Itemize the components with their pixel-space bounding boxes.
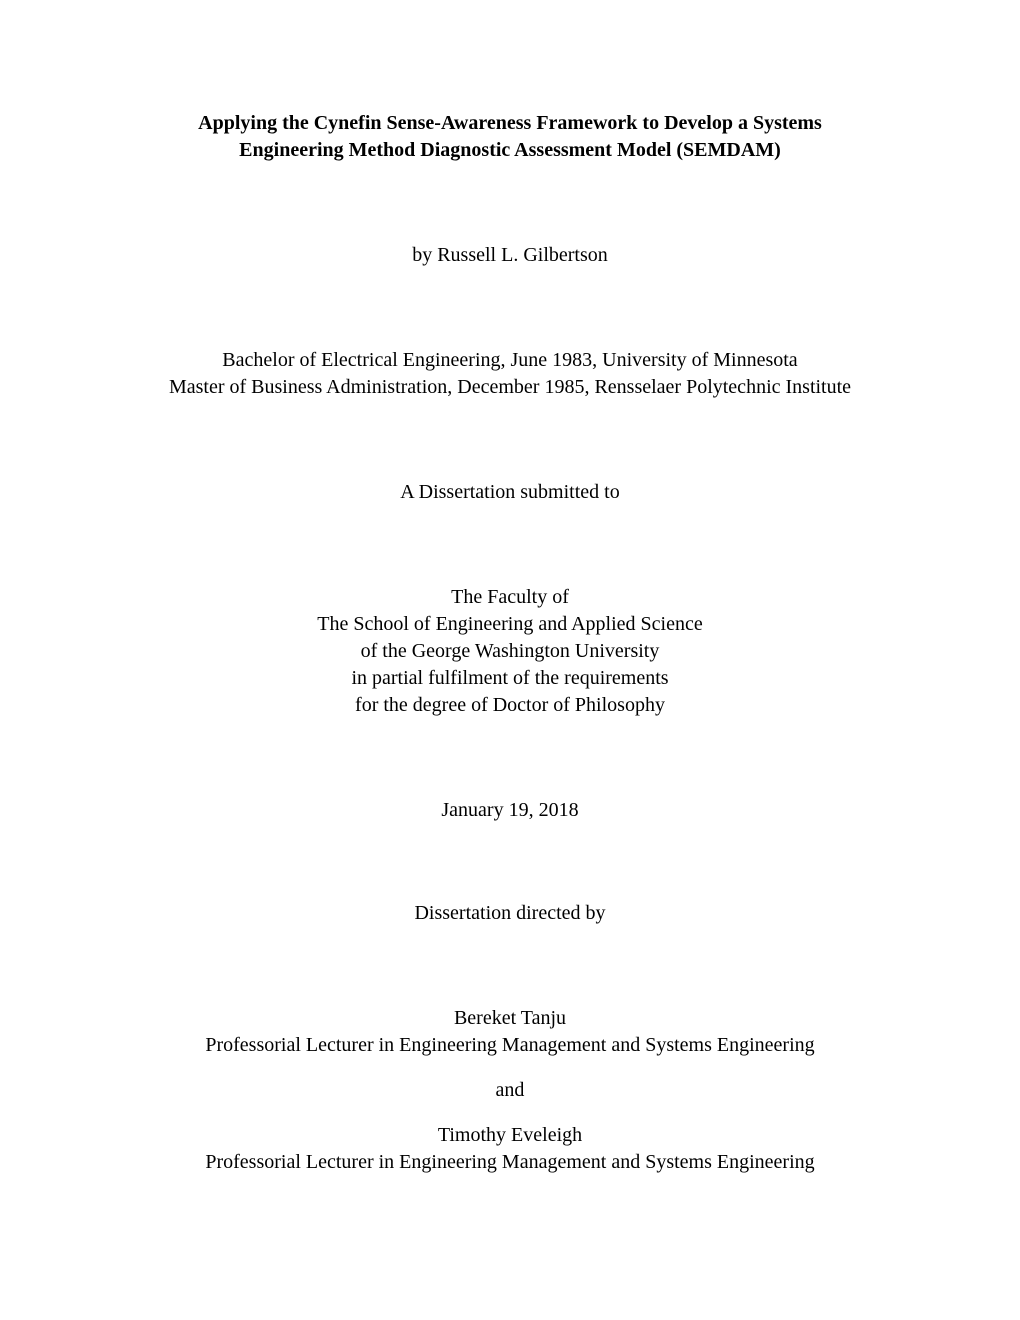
dissertation-title: Applying the Cynefin Sense-Awareness Fra… — [130, 110, 890, 164]
committee: Bereket Tanju Professorial Lecturer in E… — [130, 1005, 890, 1176]
degree-line-2: Master of Business Administration, Decem… — [130, 374, 890, 401]
title-line-1: Applying the Cynefin Sense-Awareness Fra… — [130, 110, 890, 137]
prior-degrees: Bachelor of Electrical Engineering, June… — [130, 347, 890, 401]
directed-by-label: Dissertation directed by — [130, 902, 890, 925]
committee-member-1-title: Professorial Lecturer in Engineering Man… — [130, 1032, 890, 1059]
committee-member-1: Bereket Tanju Professorial Lecturer in E… — [130, 1005, 890, 1059]
submitted-to: A Dissertation submitted to — [130, 481, 890, 504]
committee-member-2-name: Timothy Eveleigh — [130, 1122, 890, 1149]
faculty-line-4: in partial fulfilment of the requirement… — [130, 665, 890, 692]
committee-member-2-title: Professorial Lecturer in Engineering Man… — [130, 1149, 890, 1176]
degree-line-1: Bachelor of Electrical Engineering, June… — [130, 347, 890, 374]
faculty-line-3: of the George Washington University — [130, 638, 890, 665]
faculty-line-5: for the degree of Doctor of Philosophy — [130, 692, 890, 719]
author-byline: by Russell L. Gilbertson — [130, 244, 890, 267]
and-separator: and — [130, 1077, 890, 1104]
dissertation-date: January 19, 2018 — [130, 799, 890, 822]
faculty-statement: The Faculty of The School of Engineering… — [130, 584, 890, 719]
title-line-2: Engineering Method Diagnostic Assessment… — [130, 137, 890, 164]
committee-member-2: Timothy Eveleigh Professorial Lecturer i… — [130, 1122, 890, 1176]
committee-member-1-name: Bereket Tanju — [130, 1005, 890, 1032]
faculty-line-1: The Faculty of — [130, 584, 890, 611]
faculty-line-2: The School of Engineering and Applied Sc… — [130, 611, 890, 638]
